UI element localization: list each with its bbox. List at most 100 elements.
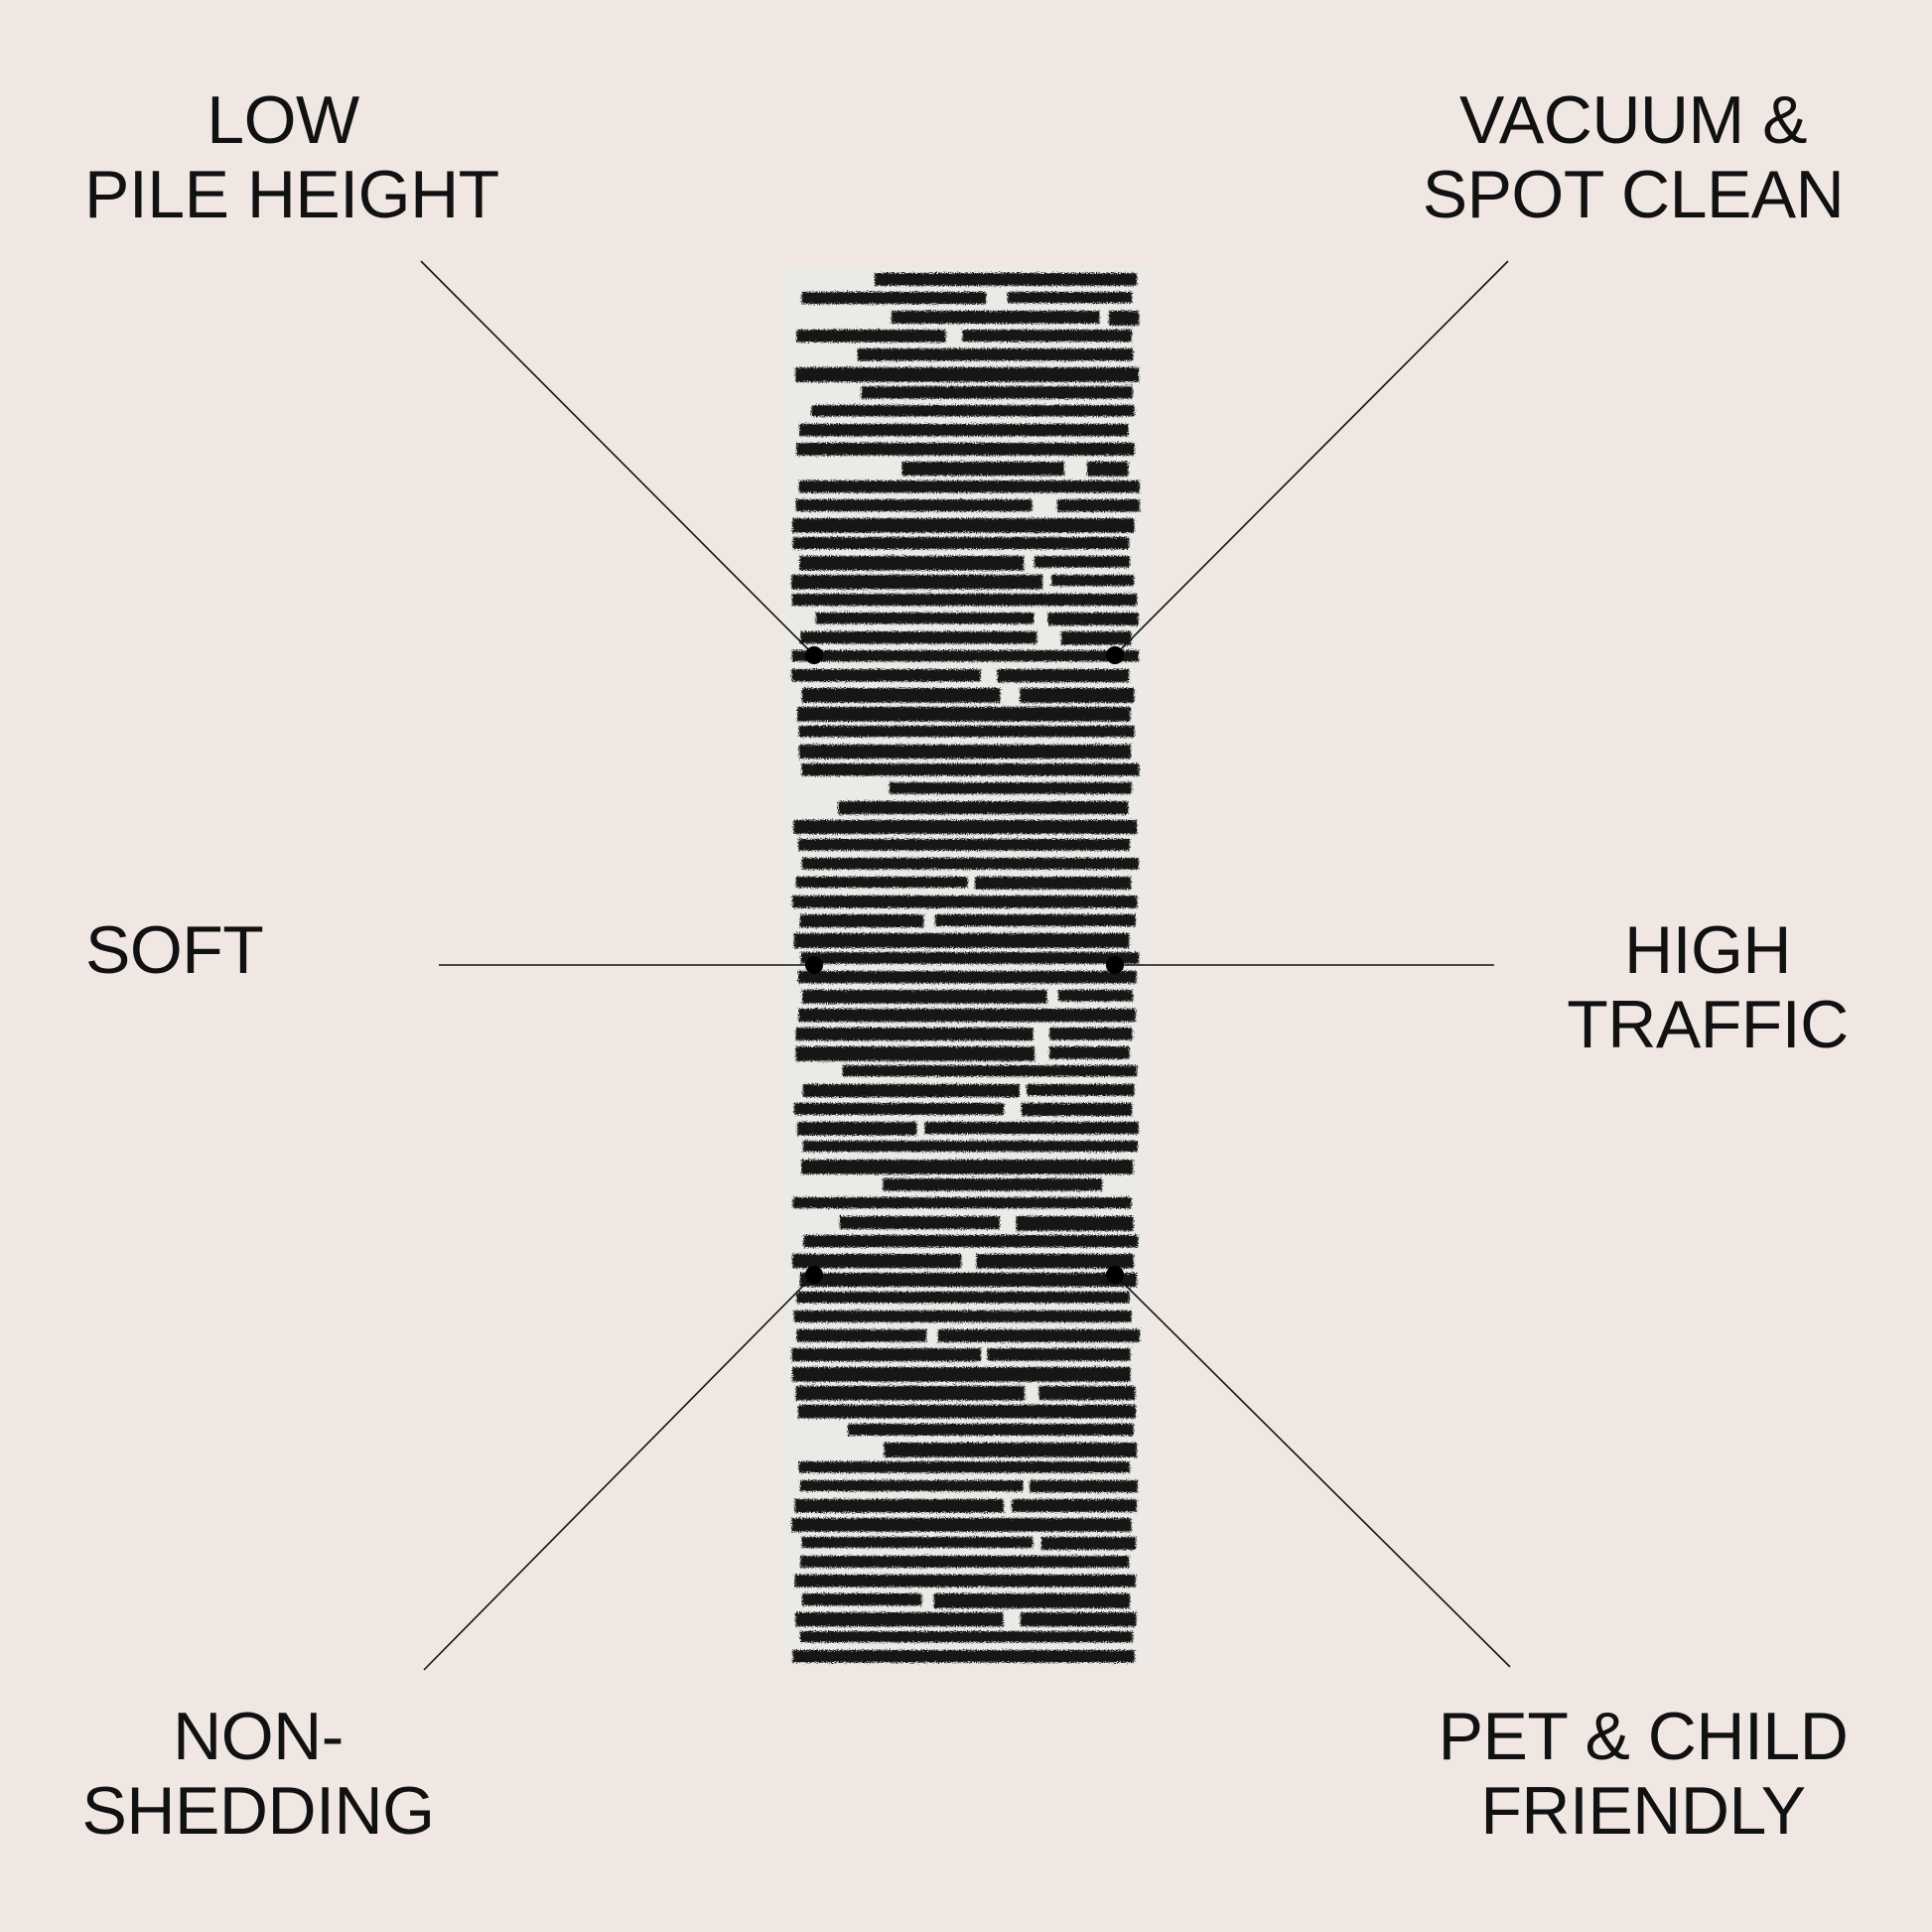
rug-stripe bbox=[795, 1612, 1004, 1627]
rug-stripe bbox=[997, 669, 1130, 683]
rug-stripe bbox=[793, 820, 1138, 834]
rug-stripe bbox=[801, 1537, 1034, 1549]
rug-stripe bbox=[802, 990, 1047, 1004]
rug-stripe bbox=[791, 575, 1043, 590]
callout-dot bbox=[1106, 1266, 1124, 1284]
rug-stripe bbox=[799, 1480, 1024, 1492]
feature-line: SHEDDING bbox=[81, 1773, 435, 1849]
rug-stripe bbox=[799, 1273, 1137, 1288]
rug-stripe bbox=[861, 386, 1133, 399]
rug-stripe bbox=[857, 348, 1134, 361]
rug-stripe bbox=[795, 1386, 1026, 1401]
callout-dots bbox=[805, 646, 1124, 1284]
rug-stripe bbox=[791, 669, 981, 682]
rug-stripe bbox=[884, 1443, 1138, 1457]
rug-stripe bbox=[937, 1329, 1140, 1342]
rug-stripe bbox=[801, 1160, 1134, 1174]
rug-stripe bbox=[842, 1065, 1138, 1077]
rug-stripe bbox=[802, 1141, 1138, 1153]
callout-line-non-shedding bbox=[423, 1274, 815, 1671]
rug-stripe bbox=[974, 877, 1132, 890]
rug-stripe bbox=[796, 1122, 917, 1136]
rug-stripe bbox=[798, 745, 1131, 759]
feature-line: PET & CHILD bbox=[1438, 1699, 1849, 1774]
rug-stripe bbox=[794, 1575, 1136, 1587]
callout-dot bbox=[805, 1266, 823, 1284]
rug-stripe bbox=[795, 877, 968, 889]
rug-stripe bbox=[1108, 311, 1140, 326]
feature-line: SOFT bbox=[85, 912, 264, 988]
rug-stripe bbox=[795, 1046, 1035, 1061]
rug-stripe bbox=[800, 1556, 1130, 1568]
rug-stripe bbox=[1020, 1612, 1137, 1627]
rug-stripe bbox=[798, 481, 1140, 493]
rug-stripe bbox=[875, 273, 1138, 286]
rug-stripe bbox=[795, 367, 1140, 382]
feature-vacuum-spot-clean: VACUUM & SPOT CLEAN bbox=[1420, 83, 1847, 232]
callout-lines bbox=[420, 260, 1511, 1671]
rug-stripe bbox=[811, 405, 1135, 417]
rug-stripe bbox=[793, 933, 1130, 948]
rug-stripe bbox=[792, 1367, 1131, 1382]
rug-stripe bbox=[934, 914, 1136, 926]
rug-stripe bbox=[798, 726, 1135, 738]
rug-stripe bbox=[883, 1178, 1103, 1191]
rug-stripe bbox=[794, 1499, 1004, 1513]
rug-stripe bbox=[1030, 1480, 1138, 1493]
rug-stripe bbox=[1040, 1537, 1137, 1551]
rug-stripe bbox=[801, 763, 1140, 776]
rug-stripe bbox=[792, 518, 1135, 533]
rug-stripe bbox=[1038, 1386, 1136, 1401]
rug-stripe bbox=[796, 707, 1131, 722]
rug-stripe bbox=[987, 1348, 1131, 1361]
rug-stripe bbox=[1051, 575, 1135, 587]
rug-stripe bbox=[815, 613, 1035, 624]
rug-stripe bbox=[799, 556, 1025, 571]
rug-stripe bbox=[792, 896, 1138, 908]
rug-stripe bbox=[1049, 1028, 1133, 1040]
rug-stripe bbox=[796, 1292, 1130, 1304]
feature-low-pile-height: LOW PILE HEIGHT bbox=[84, 82, 499, 232]
rug-stripe bbox=[1016, 1216, 1134, 1231]
feature-line: LOW bbox=[207, 82, 359, 158]
feature-line: PILE HEIGHT bbox=[84, 157, 499, 232]
rug-stripe bbox=[924, 1122, 1139, 1135]
rug-stripe bbox=[791, 650, 1140, 662]
feature-non-shedding: NON- SHEDDING bbox=[60, 1700, 457, 1849]
rug-stripe bbox=[793, 1103, 1005, 1115]
rug-stripe bbox=[799, 424, 1129, 437]
feature-high-traffic: HIGH TRAFFIC bbox=[1549, 913, 1866, 1062]
rug-stripe bbox=[1086, 462, 1129, 477]
feature-pet-child-friendly: PET & CHILD FRIENDLY bbox=[1430, 1700, 1857, 1849]
feature-line: TRAFFIC bbox=[1567, 987, 1849, 1062]
callout-dot bbox=[1106, 646, 1124, 664]
rug-stripe bbox=[796, 1329, 927, 1342]
rug-stripe bbox=[798, 1461, 1130, 1473]
rug-stripe bbox=[1020, 688, 1135, 703]
rug-stripe bbox=[798, 839, 1131, 851]
feature-line: FRIENDLY bbox=[1480, 1773, 1806, 1849]
feature-line: VACUUM & bbox=[1459, 82, 1807, 158]
rug-stripe bbox=[792, 1197, 1132, 1209]
rug-stripe bbox=[792, 1254, 962, 1269]
rug-stripe bbox=[801, 858, 1139, 870]
rug-stripe bbox=[1021, 1103, 1133, 1116]
rug-stripe bbox=[901, 462, 1064, 477]
rug-stripe bbox=[1012, 1499, 1137, 1512]
rug-stripe bbox=[839, 1216, 1000, 1229]
callout-dot bbox=[805, 956, 823, 974]
rug-stripe bbox=[1007, 292, 1133, 304]
rug-stripe bbox=[800, 631, 1037, 644]
rug-stripe bbox=[800, 952, 1139, 964]
callout-line-low-pile bbox=[420, 260, 815, 656]
callout-dot bbox=[1106, 956, 1124, 974]
rug-stripe bbox=[796, 443, 1135, 456]
callout-line-vacuum bbox=[1114, 260, 1509, 656]
rug-stripe bbox=[795, 1028, 1034, 1041]
rug-stripe bbox=[798, 971, 1137, 984]
rug-stripe bbox=[1060, 631, 1132, 645]
rug-stripe bbox=[802, 1084, 1021, 1098]
rug-stripe bbox=[801, 292, 987, 305]
rug-stripe bbox=[791, 1348, 982, 1362]
